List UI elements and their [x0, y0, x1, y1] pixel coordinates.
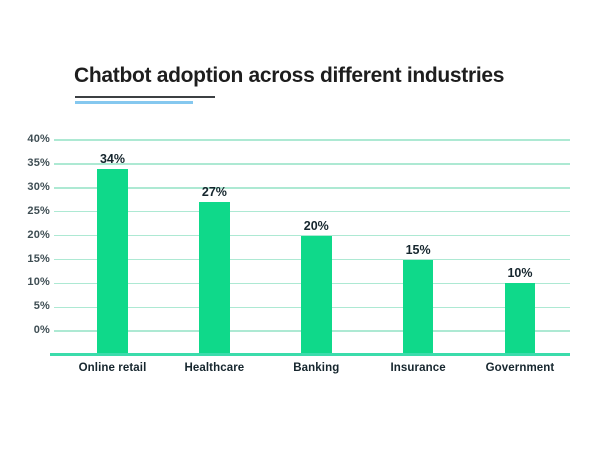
chart-title: Chatbot adoption across different indust… — [74, 64, 505, 87]
x-axis-category-label: Government — [485, 362, 555, 374]
title-underline-blue — [75, 101, 193, 104]
gridline — [54, 139, 570, 141]
bar-online-retail — [97, 168, 128, 353]
bar-value-label: 10% — [507, 266, 533, 281]
gridline — [54, 187, 570, 189]
y-axis-tick-label: 20% — [27, 228, 50, 241]
x-axis-line — [50, 353, 570, 356]
x-axis-category-label: Insurance — [390, 362, 446, 374]
bar-insurance — [402, 259, 434, 353]
y-axis-tick-label: 35% — [27, 156, 50, 169]
bar-value-label: 34% — [99, 151, 126, 166]
y-axis-tick-label: 15% — [27, 252, 50, 265]
y-axis-tick-label: 40% — [27, 133, 50, 145]
y-axis-tick-label: 5% — [33, 300, 50, 313]
title-underline-dark — [75, 96, 215, 98]
bar-value-label: 20% — [303, 218, 329, 233]
y-axis-tick-label: 30% — [27, 180, 50, 193]
y-axis-tick-label: 10% — [27, 276, 50, 289]
x-axis-category-label: Online retail — [78, 362, 147, 374]
x-axis-category-label: Healthcare — [184, 362, 245, 374]
bar-government — [504, 283, 536, 353]
y-axis-tick-label: 0% — [33, 324, 50, 337]
y-axis-tick-label: 25% — [27, 204, 50, 217]
x-axis-category-label: Banking — [293, 362, 340, 374]
bar-banking — [301, 235, 332, 353]
bar-value-label: 27% — [201, 185, 227, 200]
bar-healthcare — [199, 202, 230, 353]
bar-value-label: 15% — [405, 242, 431, 257]
gridline — [54, 210, 570, 213]
gridline — [54, 163, 570, 165]
